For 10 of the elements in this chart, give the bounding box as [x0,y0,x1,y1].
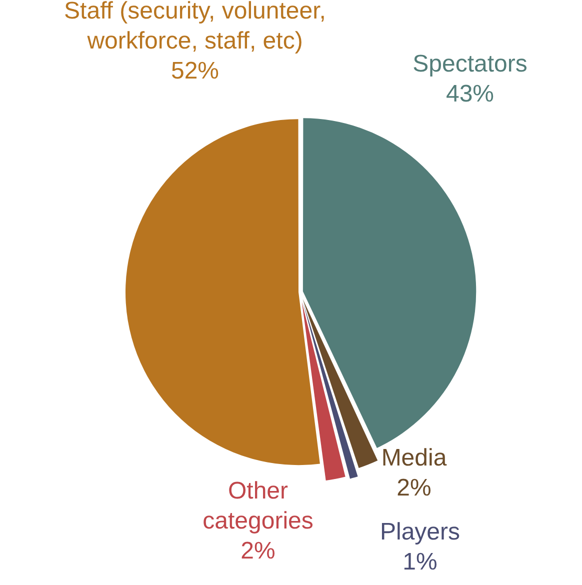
slice-label: Spectators [412,50,528,78]
slice-label: Staff (security, volunteer, workforce, staff, etc) [64,0,326,55]
data-label: 43% [446,80,494,108]
data-label: 52% [170,58,220,85]
slice-label: Media [381,444,448,472]
data-label: 1% [402,548,438,576]
data-label: 2% [240,538,276,565]
data-label: 2% [396,474,432,502]
slice-label: Other categories [202,478,314,535]
slice-label: Players [380,518,460,546]
